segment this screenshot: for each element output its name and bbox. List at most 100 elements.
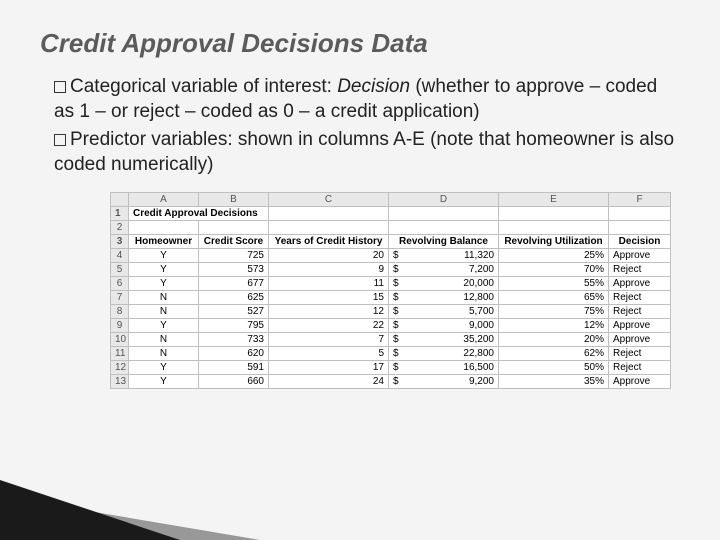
title-italic: Credit Approval Decisions [40, 28, 364, 58]
table-row: 12Y59117$16,50050%Reject [111, 360, 671, 374]
cell-balance: $35,200 [389, 332, 499, 346]
col-header-homeowner: Homeowner [129, 234, 199, 248]
blank-row: 2 [111, 220, 671, 234]
cell-years: 20 [269, 248, 389, 262]
column-letter-row: A B C D E F [111, 192, 671, 206]
square-bullet-icon [54, 134, 66, 146]
cell-homeowner: Y [129, 360, 199, 374]
col-header-utilization: Revolving Utilization [499, 234, 609, 248]
cell-score: 795 [199, 318, 269, 332]
cell-utilization: 50% [499, 360, 609, 374]
cell-years: 22 [269, 318, 389, 332]
cell-score: 677 [199, 276, 269, 290]
bullet1-lead: Categorical [70, 76, 166, 97]
cell-homeowner: N [129, 332, 199, 346]
table-row: 4Y72520$11,32025%Approve [111, 248, 671, 262]
row-number: 9 [111, 318, 129, 332]
bullet-list: Categorical variable of interest: Decisi… [40, 75, 680, 178]
row-number: 1 [111, 206, 129, 220]
cell-homeowner: Y [129, 374, 199, 388]
cell-balance: $11,320 [389, 248, 499, 262]
col-header-years: Years of Credit History [269, 234, 389, 248]
cell-years: 15 [269, 290, 389, 304]
cell-balance: $22,800 [389, 346, 499, 360]
cell-decision: Approve [609, 248, 671, 262]
cell-homeowner: Y [129, 276, 199, 290]
cell-decision: Approve [609, 332, 671, 346]
cell-years: 12 [269, 304, 389, 318]
col-letter: C [269, 192, 389, 206]
cell-years: 17 [269, 360, 389, 374]
cell-decision: Approve [609, 318, 671, 332]
cell-utilization: 65% [499, 290, 609, 304]
bullet1-mid: variable of interest: [166, 76, 337, 97]
cell-years: 5 [269, 346, 389, 360]
credit-spreadsheet: A B C D E F 1 Credit Approval Decisions … [110, 192, 671, 389]
table-row: 7N62515$12,80065%Reject [111, 290, 671, 304]
cell-balance: $16,500 [389, 360, 499, 374]
cell-utilization: 70% [499, 262, 609, 276]
corner-cell [111, 192, 129, 206]
col-header-balance: Revolving Balance [389, 234, 499, 248]
table-row: 13Y66024$9,20035%Approve [111, 374, 671, 388]
cell-balance: $12,800 [389, 290, 499, 304]
row-number: 12 [111, 360, 129, 374]
cell-decision: Reject [609, 346, 671, 360]
bullet2-rest: variables: shown in columns A-E (note th… [54, 129, 674, 175]
bullet2-lead: Predictor [70, 129, 146, 150]
cell-decision: Reject [609, 290, 671, 304]
cell-balance: $9,200 [389, 374, 499, 388]
cell-homeowner: N [129, 304, 199, 318]
row-number: 11 [111, 346, 129, 360]
table-row: 5Y5739$7,20070%Reject [111, 262, 671, 276]
cell-balance: $5,700 [389, 304, 499, 318]
cell-score: 625 [199, 290, 269, 304]
cell-utilization: 55% [499, 276, 609, 290]
cell-decision: Reject [609, 262, 671, 276]
cell-homeowner: N [129, 346, 199, 360]
cell-decision: Reject [609, 360, 671, 374]
cell-years: 11 [269, 276, 389, 290]
sheet-title-row: 1 Credit Approval Decisions [111, 206, 671, 220]
slide: Credit Approval Decisions Data Categoric… [0, 0, 720, 540]
spreadsheet-container: A B C D E F 1 Credit Approval Decisions … [110, 192, 640, 389]
cell-balance: $9,000 [389, 318, 499, 332]
cell-score: 660 [199, 374, 269, 388]
row-number: 7 [111, 290, 129, 304]
col-letter: B [199, 192, 269, 206]
cell-score: 620 [199, 346, 269, 360]
row-number: 10 [111, 332, 129, 346]
table-row: 6Y67711$20,00055%Approve [111, 276, 671, 290]
cell-utilization: 12% [499, 318, 609, 332]
cell-score: 725 [199, 248, 269, 262]
cell-years: 9 [269, 262, 389, 276]
col-header-decision: Decision [609, 234, 671, 248]
cell-balance: $20,000 [389, 276, 499, 290]
slide-title: Credit Approval Decisions Data [40, 28, 680, 59]
row-number: 6 [111, 276, 129, 290]
row-number: 4 [111, 248, 129, 262]
cell-decision: Approve [609, 374, 671, 388]
cell-score: 733 [199, 332, 269, 346]
cell-homeowner: Y [129, 318, 199, 332]
cell-utilization: 35% [499, 374, 609, 388]
table-row: 10N7337$35,20020%Approve [111, 332, 671, 346]
bullet-1: Categorical variable of interest: Decisi… [54, 75, 680, 124]
cell-utilization: 75% [499, 304, 609, 318]
square-bullet-icon [54, 81, 66, 93]
cell-score: 591 [199, 360, 269, 374]
row-number: 13 [111, 374, 129, 388]
cell-homeowner: Y [129, 262, 199, 276]
cell-decision: Approve [609, 276, 671, 290]
sheet-title-cell: Credit Approval Decisions [129, 206, 269, 220]
col-header-score: Credit Score [199, 234, 269, 248]
col-letter: F [609, 192, 671, 206]
cell-score: 527 [199, 304, 269, 318]
cell-years: 24 [269, 374, 389, 388]
cell-utilization: 25% [499, 248, 609, 262]
table-row: 8N52712$5,70075%Reject [111, 304, 671, 318]
col-letter: D [389, 192, 499, 206]
cell-years: 7 [269, 332, 389, 346]
row-number: 8 [111, 304, 129, 318]
row-number: 3 [111, 234, 129, 248]
